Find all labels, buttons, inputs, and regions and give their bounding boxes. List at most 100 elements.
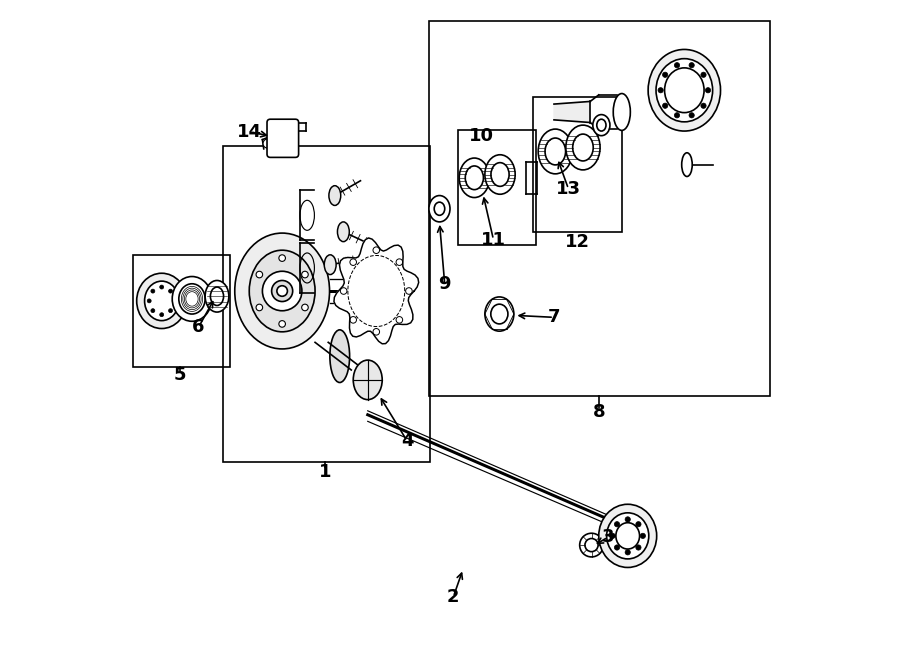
Text: 3: 3 [602,528,614,546]
Circle shape [350,259,356,266]
Circle shape [256,271,263,278]
Circle shape [302,271,308,278]
Text: 2: 2 [447,588,460,606]
Circle shape [396,317,402,323]
Bar [458,130,536,245]
Ellipse shape [607,513,649,559]
Ellipse shape [613,94,630,130]
Ellipse shape [491,163,509,186]
Ellipse shape [235,233,329,349]
Ellipse shape [664,68,704,112]
Ellipse shape [491,304,508,324]
Circle shape [689,112,694,118]
Ellipse shape [465,166,483,190]
Circle shape [279,321,285,327]
Circle shape [674,112,680,118]
Circle shape [635,522,641,527]
Ellipse shape [598,504,657,567]
Ellipse shape [205,280,229,312]
Ellipse shape [616,523,640,549]
Circle shape [263,271,302,311]
Text: 8: 8 [593,403,606,421]
Ellipse shape [330,330,349,383]
Circle shape [406,288,412,294]
Ellipse shape [656,59,713,122]
Text: 11: 11 [481,231,506,249]
Ellipse shape [485,155,515,194]
Ellipse shape [338,222,349,242]
Circle shape [302,304,308,311]
Ellipse shape [137,273,186,329]
Circle shape [658,88,663,93]
Circle shape [168,309,173,313]
Ellipse shape [681,153,692,176]
Ellipse shape [648,50,721,131]
Text: 9: 9 [438,276,451,293]
Ellipse shape [324,254,336,274]
Circle shape [151,309,155,313]
Bar [533,97,622,232]
Polygon shape [554,101,590,122]
Text: 12: 12 [564,233,590,251]
Circle shape [662,72,668,77]
Text: 10: 10 [469,128,494,145]
Circle shape [585,539,598,552]
Circle shape [610,533,616,539]
Bar [132,254,230,367]
Ellipse shape [572,134,593,161]
Ellipse shape [172,276,212,321]
Ellipse shape [353,360,382,400]
Ellipse shape [597,119,606,131]
Circle shape [640,533,645,539]
Circle shape [615,522,619,527]
Circle shape [350,317,356,323]
Circle shape [272,280,292,301]
Circle shape [706,88,711,93]
Circle shape [256,304,263,311]
Text: 1: 1 [319,463,331,481]
Circle shape [615,545,619,550]
Circle shape [159,285,164,289]
Circle shape [373,247,380,253]
Ellipse shape [545,138,565,165]
Circle shape [626,517,630,522]
Circle shape [701,103,706,108]
Circle shape [701,72,706,77]
Ellipse shape [485,297,514,331]
Circle shape [168,289,173,293]
Ellipse shape [179,284,205,314]
Circle shape [373,329,380,335]
Ellipse shape [429,196,450,222]
Ellipse shape [566,125,600,170]
Circle shape [263,139,273,148]
Circle shape [340,288,346,294]
Polygon shape [334,238,418,344]
Bar [429,21,770,397]
Circle shape [277,286,287,296]
Circle shape [151,289,155,293]
FancyBboxPatch shape [267,119,299,157]
Circle shape [580,533,603,557]
Circle shape [148,299,151,303]
Circle shape [626,550,630,555]
Circle shape [662,103,668,108]
Circle shape [689,63,694,68]
Text: 4: 4 [401,432,413,450]
Circle shape [172,299,176,303]
Text: 5: 5 [174,366,186,384]
Text: 6: 6 [193,318,205,336]
Text: 7: 7 [548,308,560,327]
Ellipse shape [538,129,572,174]
Circle shape [635,545,641,550]
Ellipse shape [593,114,610,136]
Circle shape [396,259,402,266]
Ellipse shape [434,202,445,215]
Bar [223,146,430,462]
Ellipse shape [211,287,223,305]
Text: 13: 13 [556,180,581,198]
Circle shape [279,254,285,261]
Ellipse shape [145,281,179,321]
Text: 14: 14 [238,123,263,141]
Ellipse shape [249,251,315,332]
Circle shape [159,313,164,317]
